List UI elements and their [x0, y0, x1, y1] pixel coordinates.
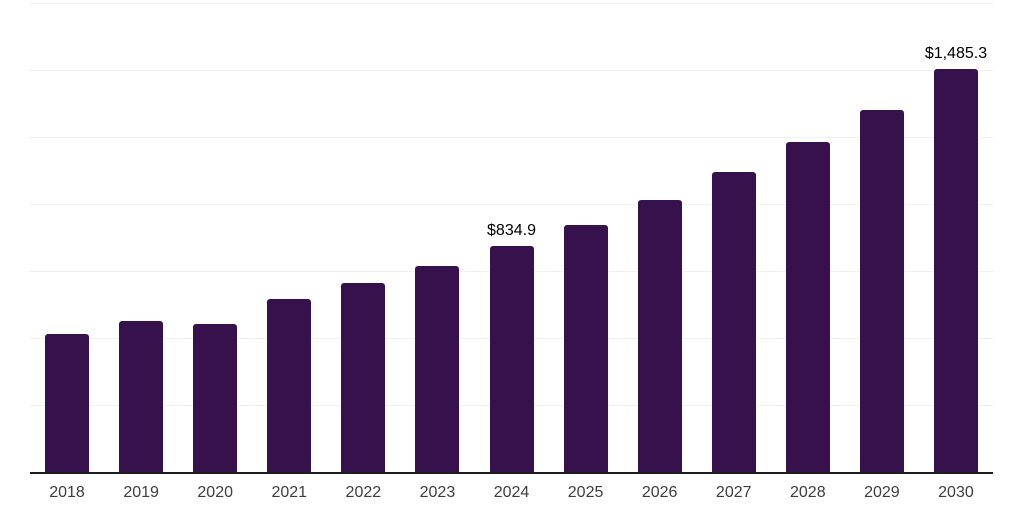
bar-2020	[193, 324, 237, 472]
gridline	[30, 70, 993, 71]
x-tick-2024: 2024	[493, 484, 530, 501]
data-label-2030: $1,485.3	[924, 45, 988, 62]
gridline	[30, 3, 993, 4]
data-label-2024: $834.9	[487, 222, 536, 239]
x-tick-2030: 2030	[938, 484, 974, 501]
x-tick-2022: 2022	[345, 484, 382, 501]
gridline	[30, 137, 993, 138]
bar-2019	[119, 321, 163, 472]
x-tick-2021: 2021	[271, 484, 308, 501]
x-tick-2023: 2023	[419, 484, 456, 501]
bar-2028	[786, 142, 830, 472]
x-tick-2019: 2019	[123, 484, 159, 501]
bar-2023	[415, 266, 459, 472]
x-tick-2029: 2029	[864, 484, 900, 501]
bar-2024	[490, 246, 534, 472]
bar-2018	[45, 334, 89, 472]
x-tick-2020: 2020	[197, 484, 233, 501]
bar-2027	[712, 172, 756, 472]
bar-2026	[638, 200, 682, 472]
bar-2022	[341, 283, 385, 472]
x-tick-2025: 2025	[567, 484, 604, 501]
gridline	[30, 204, 993, 205]
x-tick-2027: 2027	[715, 484, 752, 501]
bar-2030	[934, 69, 978, 472]
bar-2029	[860, 110, 904, 472]
x-tick-2018: 2018	[49, 484, 85, 501]
bar-2021	[267, 299, 311, 472]
bar-2025	[564, 225, 608, 472]
x-tick-2026: 2026	[641, 484, 678, 501]
x-tick-2028: 2028	[790, 484, 826, 501]
x-axis-line	[30, 472, 993, 474]
